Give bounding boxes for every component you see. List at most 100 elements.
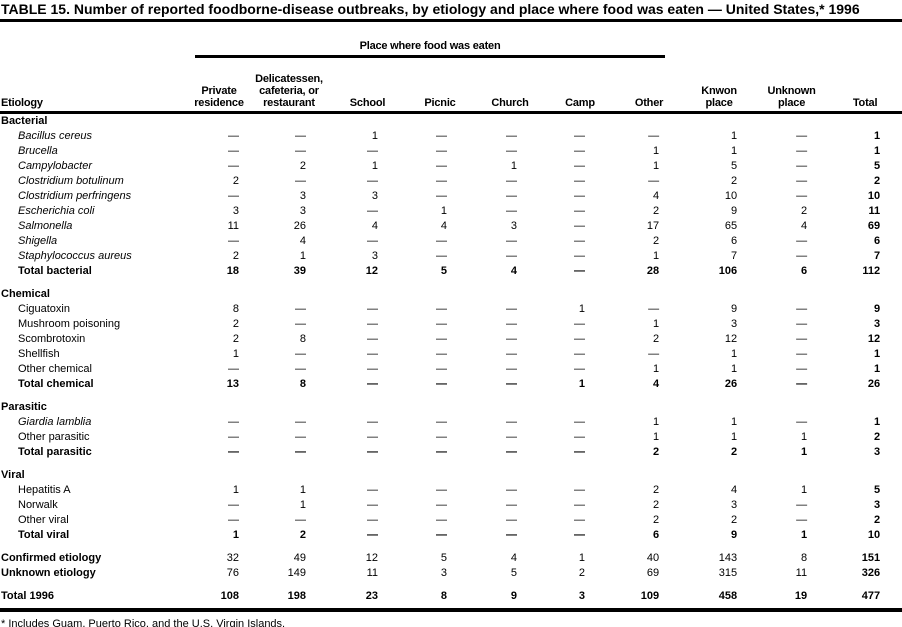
cell-value: — [367, 431, 378, 443]
row-label: Clostridium perfringens [18, 190, 132, 202]
cell-value: — [648, 130, 660, 142]
cell-value: — [574, 348, 585, 360]
cell-value: — [796, 363, 808, 375]
column-header-known-place: Knwon place [701, 85, 737, 109]
cell-value: 112 [862, 265, 881, 277]
cell-value: — [506, 303, 517, 315]
cell-value: — [506, 205, 517, 217]
cell-value: — [506, 318, 517, 330]
cell-value: — [228, 499, 239, 511]
table-row: Bacterial [0, 113, 902, 130]
cell-value: 2 [652, 446, 660, 458]
cell-value: — [436, 145, 447, 157]
cell-value [615, 113, 683, 130]
cell-value: 3 [440, 567, 447, 579]
cell-value: 3 [873, 318, 881, 330]
cell-value [545, 113, 615, 130]
row-label: Total 1996 [1, 590, 54, 602]
table-row: Staphylococcus aureus 2 1 3 — — — 1 7 — 7 [0, 249, 902, 264]
cell-value: 13 [226, 378, 239, 390]
cell-value: 143 [718, 552, 738, 564]
cell-value: — [574, 175, 585, 187]
cell-value: 5 [730, 160, 738, 172]
row-label: Staphylococcus aureus [18, 250, 132, 262]
cell-value: — [796, 318, 808, 330]
cell-value: 1 [873, 348, 881, 360]
cell-value: 1 [730, 431, 738, 443]
cell-value: 477 [861, 590, 881, 602]
cell-value: — [574, 318, 585, 330]
cell-value: — [648, 348, 660, 360]
cell-value: — [228, 235, 239, 247]
cell-value: 1 [652, 160, 660, 172]
cell-value: 69 [867, 220, 881, 232]
cell-value: 1 [232, 529, 239, 541]
cell-value [545, 460, 615, 483]
cell-value: — [506, 348, 517, 360]
cell-value: 1 [371, 160, 378, 172]
cell-value [190, 460, 248, 483]
cell-value: — [436, 416, 447, 428]
cell-value: — [506, 416, 517, 428]
cell-value: — [574, 235, 585, 247]
cell-value: 1 [652, 363, 660, 375]
cell-value: 5 [440, 552, 447, 564]
cell-value: 8 [299, 333, 306, 345]
cell-value: — [228, 416, 239, 428]
cell-value: 2 [873, 175, 881, 187]
spanner-spacer-left [0, 24, 190, 70]
cell-value: 39 [293, 265, 306, 277]
row-label: Confirmed etiology [1, 552, 102, 564]
cell-value [405, 392, 475, 415]
table-row: Viral [0, 460, 902, 483]
cell-value: 8 [440, 590, 447, 602]
table-row: Chemical [0, 279, 902, 302]
cell-value: 4 [730, 484, 738, 496]
table-row: Hepatitis A 1 1 — — — — 2 4 1 5 [0, 483, 902, 498]
cell-value: — [436, 303, 447, 315]
cell-value: — [796, 348, 808, 360]
table-row: Bacillus cereus — — 1 — — — — 1 — 1 [0, 129, 902, 144]
cell-value [190, 279, 248, 302]
table-row: Total parasitic — — — — — — 2 2 1 3 [0, 445, 902, 460]
row-label: Mushroom poisoning [18, 318, 121, 330]
spanner-spacer-right [683, 24, 902, 70]
cell-value: 2 [800, 205, 808, 217]
cell-value: 2 [578, 567, 585, 579]
table-row: Escherichia coli 3 3 — 1 — — 2 9 2 11 [0, 204, 902, 219]
cell-value: — [367, 145, 378, 157]
cell-value: — [367, 378, 378, 390]
cell-value: — [574, 333, 585, 345]
row-label: Total viral [18, 529, 70, 541]
cell-value: — [228, 130, 239, 142]
cell-value: — [796, 499, 808, 511]
cell-value [683, 279, 755, 302]
cell-value: 2 [873, 431, 881, 443]
cell-value: — [436, 130, 447, 142]
table-row: Shellfish 1 — — — — — — 1 — 1 [0, 347, 902, 362]
cell-value: — [506, 484, 517, 496]
cell-value [475, 113, 545, 130]
cell-value: 1 [652, 318, 660, 330]
row-label: Other chemical [18, 363, 92, 375]
cell-value: 3 [299, 190, 306, 202]
cell-value: — [506, 235, 517, 247]
cell-value: 4 [800, 220, 808, 232]
cell-value: 106 [718, 265, 738, 277]
row-label: Chemical [1, 288, 50, 300]
cell-value: — [796, 175, 808, 187]
cell-value [190, 392, 248, 415]
cell-value [405, 460, 475, 483]
cell-value: 9 [730, 303, 738, 315]
cell-value: — [228, 446, 239, 458]
cell-value: 1 [299, 484, 306, 496]
cell-value: 17 [646, 220, 660, 232]
cell-value: — [295, 318, 306, 330]
cell-value: 6 [730, 235, 738, 247]
cell-value: 2 [873, 514, 881, 526]
spanner-cell: Place where food was eaten [190, 24, 683, 70]
cell-value: 7 [873, 250, 881, 262]
cell-value: — [436, 235, 447, 247]
cell-value: — [574, 250, 585, 262]
row-label: Bacillus cereus [18, 130, 92, 142]
